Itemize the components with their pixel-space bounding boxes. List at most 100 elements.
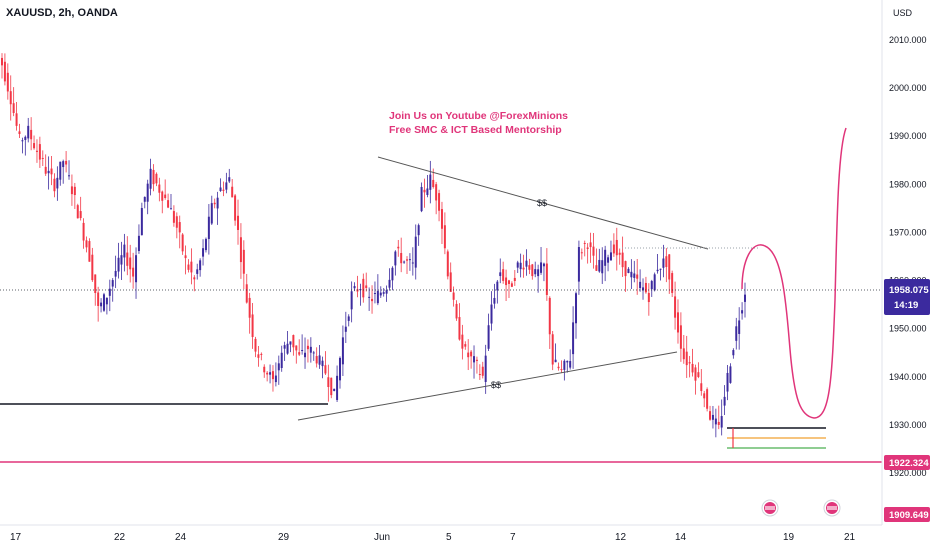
candle-body xyxy=(140,207,143,236)
candle-body xyxy=(557,366,560,369)
bottom-price-value: 1909.649 xyxy=(889,510,929,521)
candle-body xyxy=(650,281,653,290)
candle-body xyxy=(15,113,18,126)
candle-body xyxy=(595,265,598,271)
time-axis[interactable]: 17 22 24 29 Jun 5 7 12 14 19 21 xyxy=(0,524,882,543)
candle-body xyxy=(540,262,543,273)
candle-body xyxy=(164,194,167,198)
candle-body xyxy=(30,129,33,140)
candle-body xyxy=(642,287,645,291)
candle-body xyxy=(260,353,263,355)
candle-body xyxy=(79,211,82,219)
candle-body xyxy=(298,352,301,355)
candle-body xyxy=(484,355,487,382)
candle-body xyxy=(542,263,545,267)
candle-body xyxy=(35,150,38,152)
candle-body xyxy=(537,269,540,277)
candle-body xyxy=(111,280,114,287)
candle-body xyxy=(295,345,298,351)
candle-body xyxy=(709,411,712,420)
candle-body xyxy=(47,170,50,174)
candle-body xyxy=(274,375,277,383)
candle-body xyxy=(621,252,624,268)
candle-body xyxy=(470,351,473,357)
candle-body xyxy=(726,372,729,392)
candle-body xyxy=(73,186,76,196)
candle-body xyxy=(257,354,260,358)
candle-body xyxy=(403,261,406,263)
candle-body xyxy=(475,359,478,361)
candle-body xyxy=(426,188,429,195)
candle-body xyxy=(100,302,103,307)
candle-body xyxy=(222,189,225,191)
candle-body xyxy=(91,254,94,281)
candle-body xyxy=(545,263,548,295)
candle-body xyxy=(464,344,467,347)
candle-body xyxy=(446,251,449,277)
time-tick-label: 21 xyxy=(844,532,856,543)
lower-trendline[interactable] xyxy=(297,351,678,421)
candle-body xyxy=(155,173,158,184)
candle-body xyxy=(455,303,458,319)
time-tick-label: 12 xyxy=(615,532,627,543)
candle-body xyxy=(277,363,280,371)
time-tick-label: 17 xyxy=(10,532,22,543)
projection-path[interactable] xyxy=(741,127,847,419)
candle-body xyxy=(301,350,304,352)
candle-body xyxy=(423,189,426,193)
candle-body xyxy=(592,246,595,256)
candle-body xyxy=(231,186,234,198)
candle-body xyxy=(627,268,630,273)
candle-body xyxy=(181,234,184,252)
candle-body xyxy=(583,242,586,244)
candle-body xyxy=(659,268,662,270)
candle-body xyxy=(105,297,108,305)
candle-body xyxy=(394,251,397,266)
candle-body xyxy=(158,184,161,193)
candle-body xyxy=(102,294,105,311)
candle-body xyxy=(216,197,219,209)
candle-body xyxy=(679,325,682,349)
candle-body xyxy=(741,310,744,314)
candle-body xyxy=(429,174,432,190)
currency-label: USD xyxy=(893,8,913,18)
event-flag-icon-1[interactable] xyxy=(761,499,779,517)
candle-body xyxy=(604,249,607,266)
current-price-value: 1958.075 xyxy=(889,285,929,296)
candle-body xyxy=(391,267,394,281)
candle-body xyxy=(432,179,435,188)
candle-body xyxy=(662,258,665,268)
candle-body xyxy=(525,260,528,267)
candle-body xyxy=(362,278,365,298)
upper-trendline[interactable] xyxy=(377,156,709,250)
candle-body xyxy=(714,418,717,425)
candle-body xyxy=(219,187,222,192)
candle-body xyxy=(411,262,414,264)
candle-body xyxy=(245,284,248,303)
time-tick-label: 19 xyxy=(783,532,795,543)
candle-body xyxy=(1,57,3,66)
price-tick-label: 1940.000 xyxy=(889,372,927,382)
candle-body xyxy=(304,352,307,358)
candle-body xyxy=(735,326,738,341)
candle-body xyxy=(146,183,149,202)
candle-body xyxy=(586,247,589,250)
candle-body xyxy=(487,325,490,349)
candle-body xyxy=(53,178,56,192)
candle-body xyxy=(630,271,633,278)
candle-body xyxy=(161,191,164,201)
candle-body xyxy=(76,205,79,219)
event-flag-icon-2[interactable] xyxy=(823,499,841,517)
candle-body xyxy=(644,282,647,293)
candle-body xyxy=(732,350,735,356)
candle-body xyxy=(563,360,566,370)
candle-body xyxy=(738,320,741,334)
price-axis[interactable]: USD 2010.000 2000.000 1990.000 1980.000 1970… xyxy=(881,0,930,525)
candle-body xyxy=(609,252,612,261)
candle-body xyxy=(516,262,519,268)
candle-body xyxy=(172,211,175,223)
candle-body xyxy=(132,267,135,277)
candle-body xyxy=(607,257,610,263)
